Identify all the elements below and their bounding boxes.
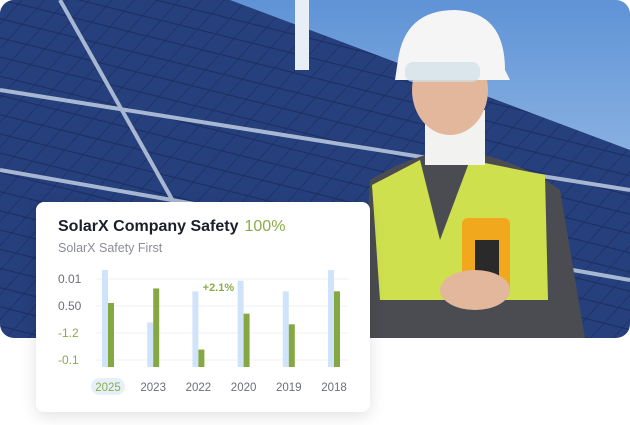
x-tick-2023[interactable]: 2023 (140, 382, 166, 394)
bar-dark-2022 (198, 349, 205, 367)
bar-light-2025 (102, 270, 108, 367)
x-tick-2018[interactable]: 2018 (321, 382, 347, 394)
bar-light-2023 (147, 322, 154, 367)
bar-dark-2018 (334, 291, 340, 367)
bar-light-2018 (328, 270, 334, 367)
x-tick-2025[interactable]: 2025 (95, 382, 121, 394)
bar-chart: 0.01 0.50 -1.2 -0.1 2025 2023 2022 +2.1% 2020 201… (58, 270, 348, 395)
safety-chart-card: SolarX Company Safety 100% SolarX Safety … (36, 202, 370, 412)
bar-dark-2020 (243, 313, 250, 367)
y-tick-label: 0.01 (58, 272, 82, 286)
safety-percent: 100% (244, 218, 286, 235)
x-tick-2019[interactable]: 2019 (276, 382, 302, 394)
bar-dark-2025 (108, 302, 114, 367)
card-subtitle: SolarX Safety First (58, 241, 163, 255)
y-tick-label: -0.1 (58, 353, 79, 367)
bar-annotation: +2.1% (203, 282, 235, 294)
bar-dark-2023 (153, 288, 160, 367)
x-tick-2022[interactable]: 2022 (186, 382, 212, 394)
card-title: SolarX Company Safety 100% (58, 218, 285, 236)
bar-light-2020 (237, 280, 244, 367)
bar-light-2019 (282, 291, 289, 367)
selected-year-highlight (91, 378, 125, 395)
card-title-text: SolarX Company Safety (58, 218, 239, 235)
y-tick-label: -1.2 (58, 326, 79, 340)
bar-dark-2019 (288, 324, 295, 367)
bar-light-2022 (192, 291, 199, 367)
x-tick-2020[interactable]: 2020 (231, 382, 257, 394)
y-tick-label: 0.50 (58, 299, 82, 313)
